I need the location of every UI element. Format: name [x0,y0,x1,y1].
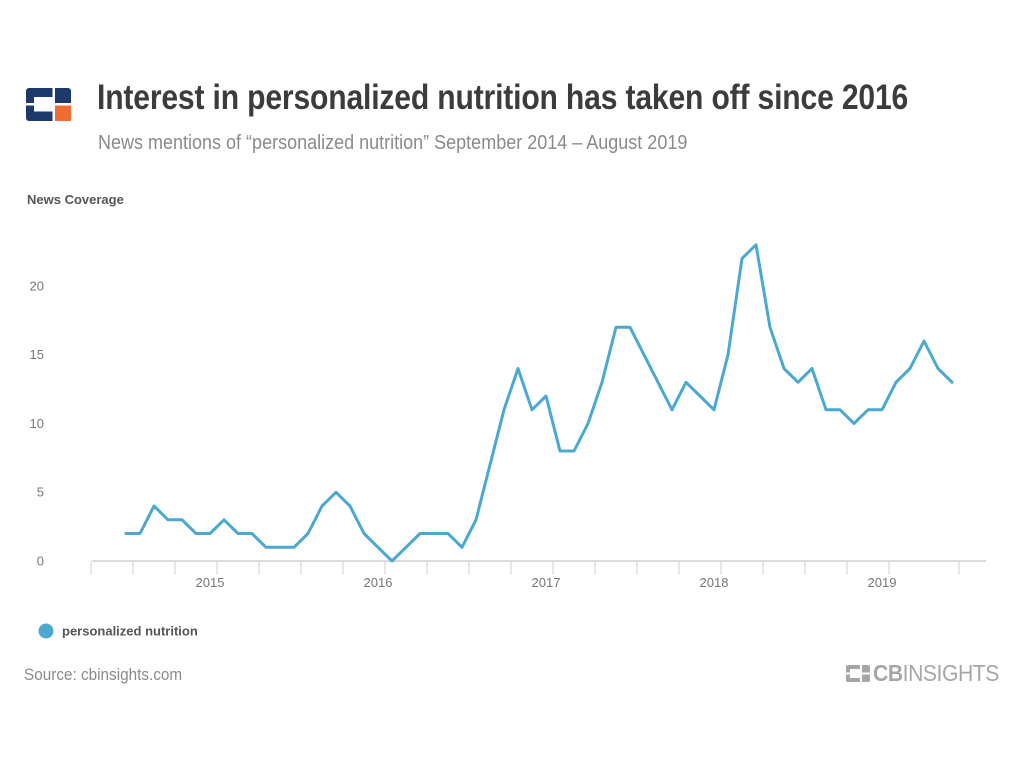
cb-insights-logo [26,88,71,121]
cb-insights-wordmark: CBINSIGHTS [846,660,1010,686]
y-tick-label: 10 [30,416,44,431]
y-tick-label: 20 [30,278,44,293]
y-tick-label: 15 [30,347,44,362]
x-tick-label: 2019 [868,575,897,590]
chart-title: Interest in personalized nutrition has t… [97,78,909,117]
logo-notch [34,97,53,103]
x-tick-label: 2017 [532,575,561,590]
y-tick-label: 0 [37,553,44,568]
logo-gap-horizontal [26,103,71,106]
logo-gap-vertical [52,88,55,121]
brand-text-bold: CB [873,659,903,686]
legend: personalized nutrition [38,623,198,639]
x-tick-label: 2018 [700,575,729,590]
chart-subtitle: News mentions of “personalized nutrition… [98,132,688,154]
brand-text: CBINSIGHTS [873,660,999,687]
source-note: Source: cbinsights.com [24,665,183,684]
y-axis-title: News Coverage [27,192,124,207]
y-axis-ticks: 0 5 10 15 20 [30,278,44,568]
y-tick-label: 5 [37,485,44,500]
legend-marker [38,623,54,639]
logo-notch-bottom [34,105,53,112]
series-group [124,243,954,563]
x-axis: 2015 2016 2017 2018 2019 [90,560,986,590]
x-tick-label: 2016 [364,575,393,590]
cb-insights-mark-icon [846,664,870,682]
brand-text-rest: INSIGHTS [902,659,1000,686]
logo-orange-block [55,105,71,121]
series-line [124,243,954,563]
x-tick-label: 2015 [196,575,225,590]
legend-label: personalized nutrition [62,623,198,638]
